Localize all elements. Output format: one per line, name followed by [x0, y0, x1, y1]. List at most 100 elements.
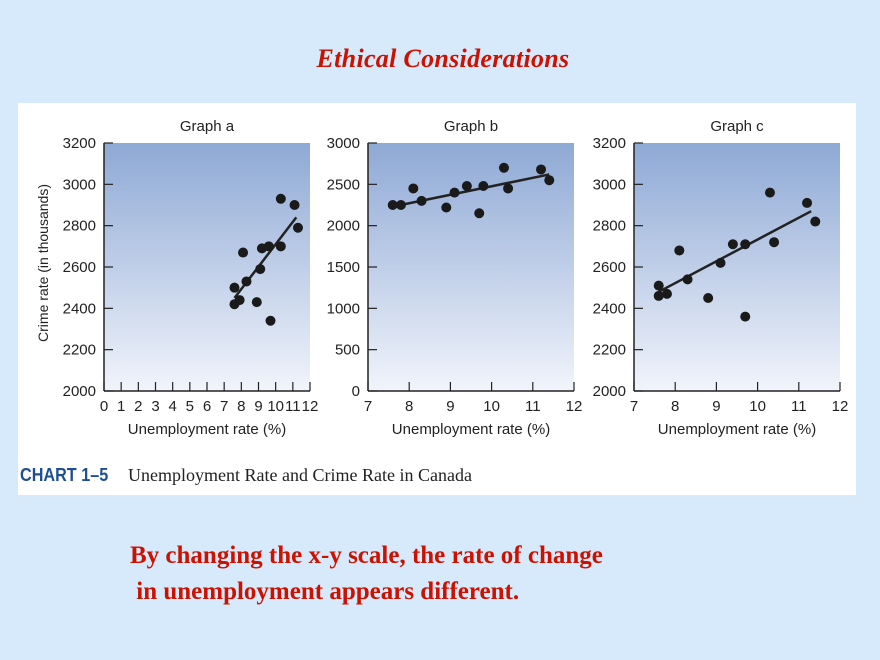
data-point [275, 241, 286, 252]
y-tick-label: 500 [335, 342, 360, 359]
data-point [234, 295, 245, 306]
bottom-message: By changing the x-y scale, the rate of c… [130, 538, 603, 610]
y-tick-label: 3000 [63, 176, 96, 193]
data-point [474, 208, 485, 219]
x-tick-label: 8 [671, 398, 679, 415]
y-tick-label: 2800 [593, 218, 626, 235]
x-tick-label: 10 [267, 398, 284, 415]
x-tick-label: 5 [186, 398, 194, 415]
data-point [740, 311, 751, 322]
data-point [498, 162, 509, 173]
data-point [682, 274, 693, 285]
x-tick-label: 2 [134, 398, 142, 415]
data-point [810, 216, 821, 227]
data-point [674, 245, 685, 256]
caption-text: Unemployment Rate and Crime Rate in Cana… [128, 465, 472, 485]
x-tick-label: 1 [117, 398, 125, 415]
y-tick-label: 3200 [593, 135, 626, 152]
data-point [387, 200, 398, 210]
y-tick-label: 2600 [593, 259, 626, 276]
data-point [764, 187, 775, 198]
figure-panel: Graph a 2000 2200 2400 2600 2800 3000 3200 0 1 2 3 4… [18, 103, 856, 495]
y-tick-label: 1500 [327, 259, 360, 276]
x-tick-label: 12 [302, 398, 319, 415]
x-tick-label: 3 [151, 398, 159, 415]
plot-area [368, 143, 574, 391]
data-point [229, 282, 240, 293]
data-point [740, 239, 751, 250]
chart-2: Graph b 0 500 1000 1500 2000 2500 3000 7 8 9 10 11 12… [327, 118, 583, 438]
data-point [265, 315, 276, 326]
y-tick-label: 3000 [593, 176, 626, 193]
x-tick-label: 0 [100, 398, 108, 415]
y-tick-label: 2400 [63, 300, 96, 317]
bottom-message-line-2: in unemployment appears different. [130, 578, 520, 605]
y-tick-label: 2800 [63, 218, 96, 235]
x-tick-label: 8 [237, 398, 245, 415]
data-point [727, 239, 738, 250]
data-point [449, 187, 460, 198]
x-tick-label: 8 [405, 398, 413, 415]
data-point [653, 290, 664, 301]
y-tick-label: 2000 [63, 383, 96, 400]
data-point [802, 197, 813, 208]
y-tick-label: 2500 [327, 176, 360, 193]
y-tick-label: 2200 [593, 342, 626, 359]
plot-area [634, 143, 840, 391]
data-point [653, 280, 664, 291]
x-axis-label: Unemployment rate (%) [392, 421, 550, 438]
y-tick-label: 2200 [63, 342, 96, 359]
x-tick-label: 9 [712, 398, 720, 415]
x-tick-label: 11 [791, 398, 807, 415]
data-point [241, 276, 252, 287]
y-tick-label: 1000 [327, 300, 360, 317]
data-point [395, 200, 406, 210]
data-point [661, 288, 672, 299]
data-point [408, 183, 419, 194]
y-tick-label: 2000 [327, 218, 360, 235]
data-point [251, 297, 262, 308]
data-point [416, 195, 427, 206]
y-tick-label: 3200 [63, 135, 96, 152]
y-tick-label: 2000 [593, 383, 626, 400]
x-tick-label: 11 [285, 398, 301, 415]
y-tick-label: 3000 [327, 135, 360, 152]
y-tick-label: 2600 [63, 259, 96, 276]
x-tick-label: 6 [203, 398, 211, 415]
data-point [769, 237, 780, 248]
x-tick-label: 7 [364, 398, 372, 415]
data-point [715, 257, 726, 268]
data-point [263, 241, 274, 252]
bottom-message-line-1: By changing the x-y scale, the rate of c… [130, 542, 603, 569]
data-point [238, 247, 249, 258]
x-tick-label: 9 [254, 398, 262, 415]
y-tick-label: 0 [352, 383, 360, 400]
plot-area [104, 143, 310, 391]
data-point [441, 202, 452, 213]
data-point [255, 264, 266, 275]
data-point [536, 164, 547, 175]
data-point [503, 183, 514, 194]
x-axis-label: Unemployment rate (%) [658, 421, 816, 438]
x-tick-label: 4 [168, 398, 176, 415]
shared-y-axis-label: Crime rate (in thousands) [35, 184, 51, 342]
x-tick-label: 9 [446, 398, 454, 415]
data-point [544, 175, 555, 186]
caption-tag: CHART 1–5 [20, 465, 109, 485]
chart-3: Graph c 2000 2200 2400 2600 2800 3000 3200 7 8 9 10… [593, 118, 849, 438]
x-axis-label: Unemployment rate (%) [128, 421, 286, 438]
data-point [275, 193, 286, 204]
chart-title: Graph b [444, 118, 498, 135]
x-tick-label: 10 [749, 398, 766, 415]
x-tick-label: 11 [525, 398, 541, 415]
x-tick-label: 12 [566, 398, 583, 415]
data-point [478, 180, 489, 191]
x-tick-label: 7 [220, 398, 228, 415]
figure-caption: CHART 1–5 Unemployment Rate and Crime Rat… [20, 465, 472, 486]
data-point [461, 180, 472, 191]
data-point [703, 293, 714, 303]
chart-title: Graph c [710, 118, 764, 135]
y-tick-label: 2400 [593, 300, 626, 317]
